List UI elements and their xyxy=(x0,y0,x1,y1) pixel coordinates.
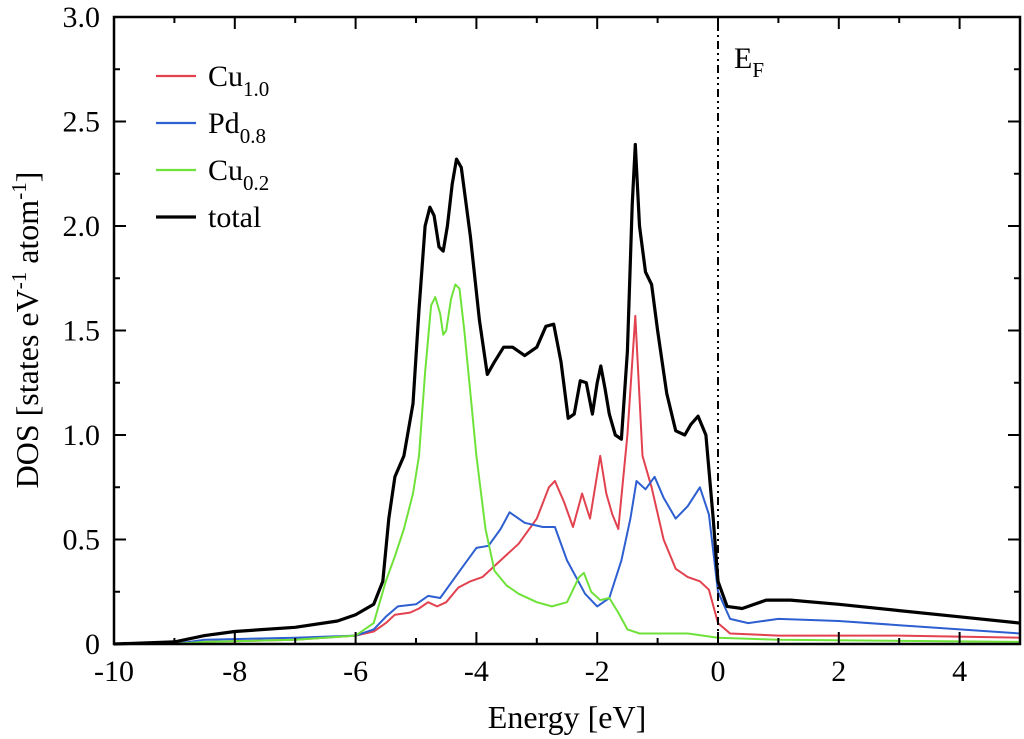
legend-label-main: total xyxy=(208,201,261,234)
y-tick-label: 2.5 xyxy=(63,106,101,139)
fermi-label: EF xyxy=(734,42,764,82)
x-tick-label: 2 xyxy=(831,655,846,688)
y-axis-title-exp1: -1 xyxy=(7,272,31,290)
series-layer xyxy=(113,142,1021,646)
x-tick-label: -10 xyxy=(94,655,134,688)
x-axis: -10 -8 -6 -4 -2 0 2 4 xyxy=(94,17,1021,688)
fermi-label-sub: F xyxy=(752,58,764,82)
legend-label: Pd0.8 xyxy=(208,107,266,148)
x-tick-label: -8 xyxy=(222,655,247,688)
y-axis-title-exp2: -1 xyxy=(7,182,31,200)
legend-label: Cu0.2 xyxy=(208,154,269,195)
series-line-cu-0-2 xyxy=(114,283,1021,645)
series-line-pd-0-8 xyxy=(114,475,1021,645)
legend-label: total xyxy=(208,201,261,234)
x-tick-label: 4 xyxy=(952,655,967,688)
legend-label-main: Cu xyxy=(208,60,243,93)
y-axis-title: DOS [states eV-1 atom-1] xyxy=(7,172,45,489)
legend-label: Cu1.0 xyxy=(208,60,269,101)
y-tick-label: 0 xyxy=(85,628,100,661)
y-axis-title-middle: atom xyxy=(9,200,45,272)
x-tick-label: -4 xyxy=(464,655,489,688)
y-axis-title-end: ] xyxy=(9,172,45,183)
y-tick-label: 1.5 xyxy=(63,315,101,348)
y-axis-title-main: DOS [states eV xyxy=(9,289,45,488)
legend-label-main: Pd xyxy=(208,107,240,140)
series-line-total xyxy=(113,142,1021,646)
fermi-label-main: E xyxy=(734,42,752,75)
y-axis: 0 0.5 1.0 1.5 2.0 2.5 3.0 xyxy=(63,1,1020,661)
x-tick-label: -2 xyxy=(585,655,610,688)
y-tick-label: 1.0 xyxy=(63,419,101,452)
y-tick-label: 0.5 xyxy=(63,524,101,557)
x-tick-label: 0 xyxy=(711,655,726,688)
y-tick-label: 3.0 xyxy=(63,1,101,34)
legend-label-main: Cu xyxy=(208,154,243,187)
x-axis-title: Energy [eV] xyxy=(488,699,646,735)
legend-label-sub: 0.2 xyxy=(243,171,269,195)
legend-label-sub: 1.0 xyxy=(243,77,269,101)
x-tick-label: -6 xyxy=(343,655,368,688)
plot-area xyxy=(114,17,1020,644)
legend-label-sub: 0.8 xyxy=(240,124,266,148)
y-tick-label: 2.0 xyxy=(63,210,101,243)
series-line-cu-1-0 xyxy=(114,314,1021,645)
